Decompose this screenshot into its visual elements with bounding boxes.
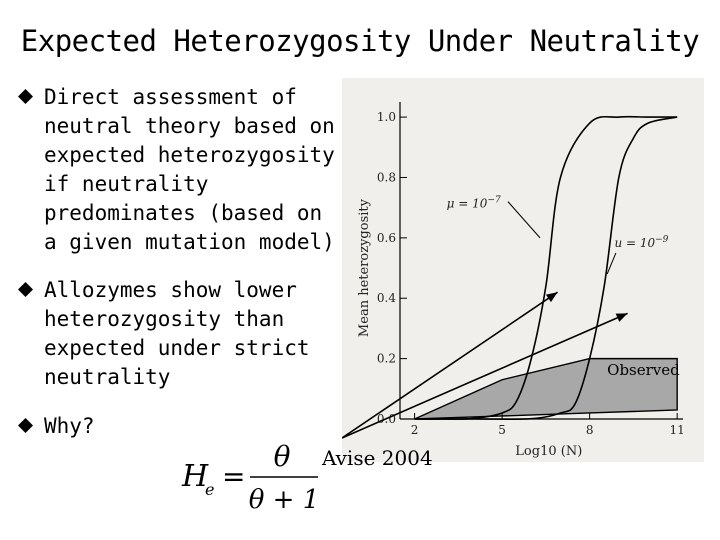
x-tick-label: 11 [670,423,685,437]
citation: Avise 2004 [322,446,433,470]
formula-equals: = [222,460,245,493]
y-tick-label: 0.4 [377,291,396,305]
y-tick-label: 0.2 [377,352,396,366]
x-tick-label: 8 [586,423,594,437]
formula-subscript: e [205,480,214,499]
x-tick-label: 2 [411,423,419,437]
leader-line-1 [606,252,617,275]
y-tick-label: 1.0 [377,110,396,124]
y-axis-label: Mean heterozygosity [357,198,372,337]
slide-arrow-0 [342,291,558,439]
diamond-bullet-icon [18,418,33,433]
diamond-bullet-icon [18,282,33,297]
bullet-text: Allozymes show lower heterozygosity than… [44,278,310,389]
bullet-allozymes: Allozymes show lower heterozygosity than… [18,276,348,392]
slide-arrow-1 [342,312,628,439]
bullet-why: Why? [18,412,218,441]
bullet-text: Why? [44,414,95,438]
bullet-direct-assessment: Direct assessment of neutral theory base… [18,83,348,257]
slide-title: Expected Heterozygosity Under Neutrality [20,24,700,58]
x-tick-label: 5 [498,423,506,437]
formula-lhs: H [181,459,209,494]
arrowhead-icon [545,292,558,303]
x-axis-label: Log10 (N) [515,444,582,459]
leader-line-0 [507,201,541,239]
series-label-1: u = 10−9 [614,235,668,250]
formula-numerator: θ [274,440,291,473]
series-label-0: μ = 10−7 [447,196,501,211]
heterozygosity-formula: H e = θ θ + 1 [181,440,320,515]
formula-denominator: θ + 1 [249,485,320,515]
observed-region [414,357,678,420]
bullet-text: Direct assessment of neutral theory base… [44,85,335,254]
y-tick-label: 0.6 [377,231,396,245]
diamond-bullet-icon [18,89,33,104]
y-tick-label: 0.8 [377,170,396,184]
arrowhead-icon [615,313,628,322]
series-line-1 [414,116,678,421]
observed-label: Observed [607,361,680,379]
